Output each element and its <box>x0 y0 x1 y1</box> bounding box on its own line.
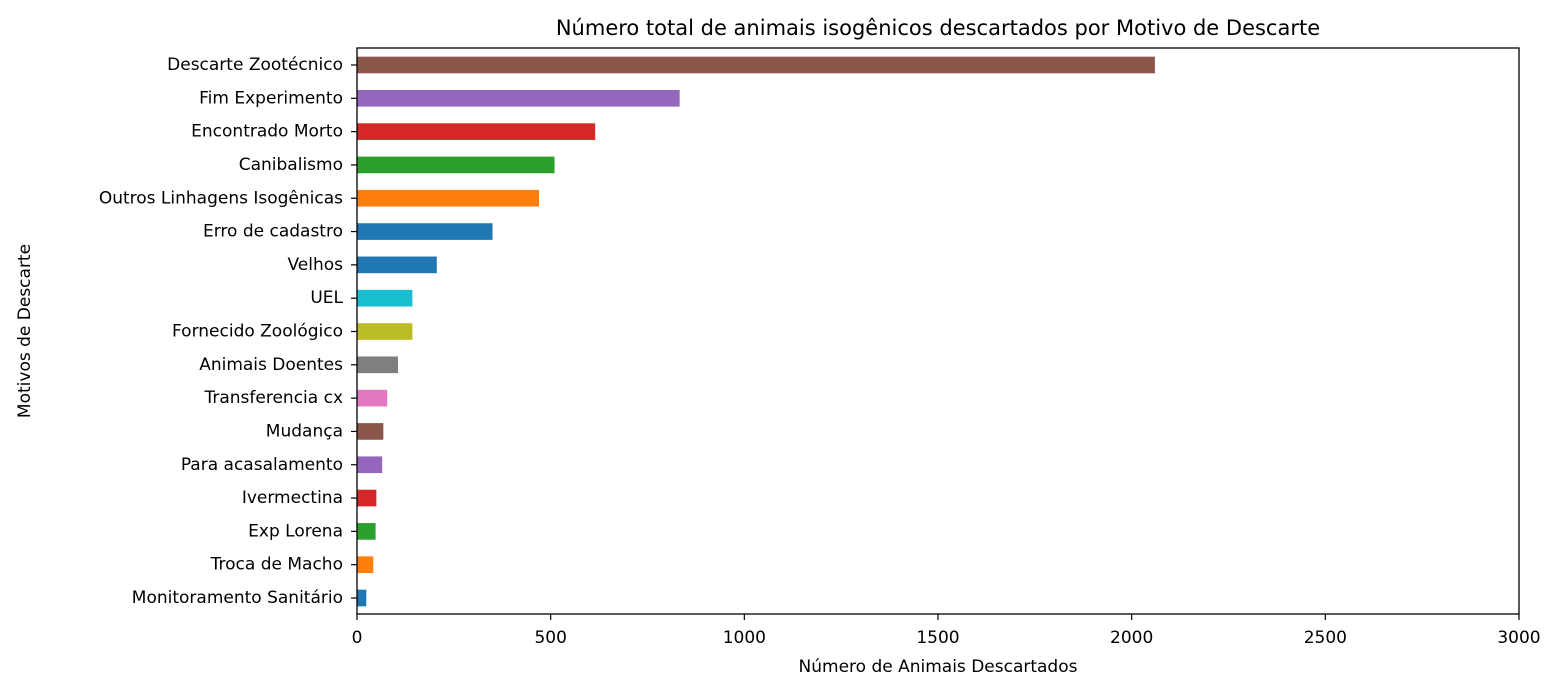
x-tick-label: 1000 <box>723 628 766 648</box>
bar <box>357 156 555 174</box>
y-tick-label: Descarte Zootécnico <box>167 55 343 75</box>
y-tick-label: Erro de cadastro <box>203 222 343 242</box>
bar <box>357 423 384 440</box>
y-tick-label: UEL <box>310 288 343 308</box>
plot-frame <box>356 47 1520 615</box>
y-tick-label: Para acasalamento <box>181 455 343 475</box>
bar <box>357 123 596 140</box>
bar <box>357 389 388 407</box>
x-tick-label: 0 <box>352 628 363 648</box>
y-tick-label: Mudança <box>266 421 343 441</box>
bars-group <box>357 56 1155 607</box>
y-tick-label: Troca de Macho <box>210 555 343 575</box>
bar <box>357 56 1155 74</box>
bar <box>357 356 399 374</box>
x-axis-ticks: 0 500 1000 1500 2000 2500 3000 <box>352 614 1541 648</box>
y-tick-label: Canibalismo <box>239 155 343 175</box>
y-tick-label: Encontrado Morto <box>191 122 343 142</box>
bar <box>357 289 413 307</box>
x-tick-label: 1500 <box>916 628 959 648</box>
y-tick-label: Animais Doentes <box>199 355 343 375</box>
x-tick-label: 3000 <box>1497 628 1540 648</box>
bar <box>357 523 376 540</box>
y-tick-label: Outros Linhagens Isogênicas <box>99 188 343 208</box>
y-tick-label: Fornecido Zoológico <box>172 322 343 342</box>
x-tick-label: 500 <box>534 628 566 648</box>
y-tick-label: Fim Experimento <box>199 88 343 108</box>
x-tick-label: 2000 <box>1110 628 1153 648</box>
y-tick-label: Exp Lorena <box>248 521 343 541</box>
bar <box>357 556 374 574</box>
bar <box>357 256 437 274</box>
y-axis-title: Motivos de Descarte <box>15 244 35 418</box>
y-tick-label: Ivermectina <box>242 488 343 508</box>
bar <box>357 456 383 474</box>
x-tick-label: 2500 <box>1304 628 1347 648</box>
chart-title: Número total de animais isogênicos desca… <box>556 16 1320 40</box>
y-tick-label: Velhos <box>287 255 343 275</box>
bar <box>357 223 493 240</box>
bar <box>357 189 540 207</box>
bar <box>357 489 377 507</box>
y-tick-label: Transferencia cx <box>203 388 343 408</box>
y-tick-label: Monitoramento Sanitário <box>132 588 343 608</box>
bar <box>357 89 680 107</box>
bar <box>357 589 367 607</box>
bar <box>357 323 413 340</box>
x-axis-title: Número de Animais Descartados <box>799 657 1078 677</box>
y-axis-ticks: Descarte Zootécnico Fim Experimento Encont… <box>99 55 357 608</box>
